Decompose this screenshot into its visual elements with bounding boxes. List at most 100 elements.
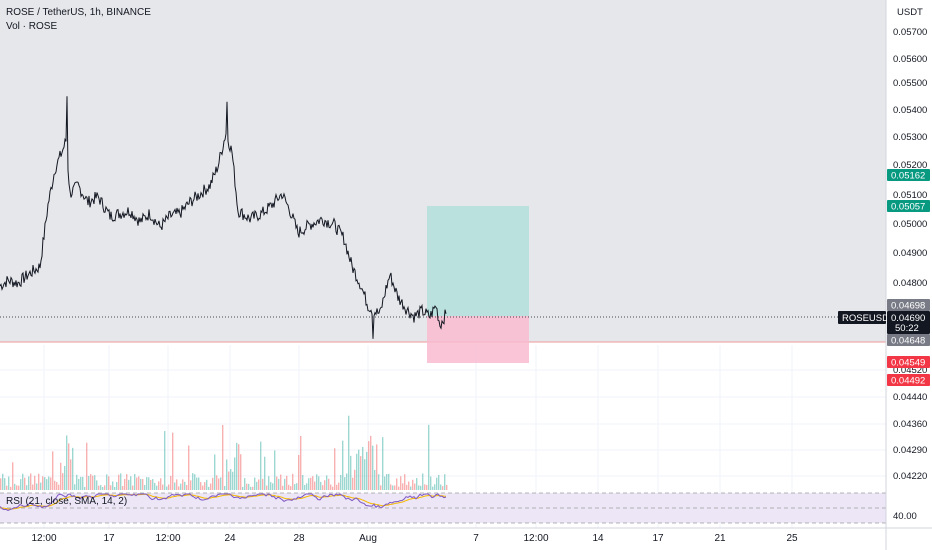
volume-bar <box>36 483 38 490</box>
tag-lower-grey: 0.04648 <box>887 334 930 347</box>
volume-bar <box>38 473 40 490</box>
volume-bar <box>54 480 56 490</box>
volume-bar <box>332 486 334 490</box>
volume-bar <box>134 473 136 490</box>
volume-bar <box>362 446 364 490</box>
volume-bar <box>150 479 152 490</box>
y-tick-label: 0.05000 <box>893 219 927 230</box>
volume-bar <box>396 478 398 490</box>
volume-bar <box>126 474 128 490</box>
volume-bar <box>92 475 94 490</box>
volume-bar <box>124 478 126 490</box>
time-axis[interactable]: 12:00 17 12:00 24 28 Aug 7 12:00 14 17 21 25 <box>31 533 798 544</box>
volume-bar <box>230 469 232 490</box>
volume-bar <box>8 476 10 490</box>
volume-bar <box>278 478 280 490</box>
volume-bar <box>408 481 410 490</box>
volume-bar <box>22 473 24 490</box>
price-series-line <box>0 96 447 339</box>
tag-last-price-label: 0.04690 <box>891 313 925 324</box>
volume-bar <box>428 424 430 490</box>
volume-bar <box>356 453 358 490</box>
x-tick-label: 7 <box>473 533 479 544</box>
volume-bar <box>212 477 214 490</box>
volume-bar <box>304 484 306 490</box>
volume-bar <box>156 485 158 490</box>
volume-bar <box>188 445 190 490</box>
volume-bar <box>320 481 322 490</box>
volume-bar <box>10 486 12 490</box>
volume-bar <box>206 479 208 490</box>
rsi-line <box>0 493 447 512</box>
volume-bar <box>440 484 442 490</box>
x-tick-label: 28 <box>293 533 305 544</box>
volume-bar <box>294 484 296 490</box>
x-tick-label: 17 <box>652 533 664 544</box>
y-tick-label: 0.05300 <box>893 132 927 143</box>
volume-bar <box>4 478 6 490</box>
x-tick-label: 14 <box>592 533 604 544</box>
volume-bar <box>426 484 428 490</box>
volume-bar <box>204 482 206 490</box>
volume-bar <box>200 482 202 490</box>
volume-bar <box>388 473 390 490</box>
volume-bar <box>314 481 316 490</box>
volume-bar <box>256 481 258 490</box>
volume-bar <box>128 479 130 490</box>
volume-bar <box>394 485 396 490</box>
volume-bar <box>0 478 2 490</box>
price-axis[interactable]: USDT 0.05700 0.05600 0.05500 0.05400 0.05300… <box>893 7 927 522</box>
volume-bar <box>174 482 176 490</box>
volume-bar <box>336 484 338 490</box>
volume-bar <box>438 475 440 490</box>
volume-bar <box>262 478 264 490</box>
volume-bar <box>6 485 8 490</box>
tag-upper: 0.05162 <box>887 169 930 182</box>
y-tick-labels: 0.05700 0.05600 0.05500 0.05400 0.05300 0.052… <box>893 27 927 522</box>
volume-bar <box>104 485 106 490</box>
volume-bar <box>152 479 154 490</box>
volume-bar <box>272 483 274 490</box>
volume-bar <box>360 456 362 490</box>
volume-bar <box>260 441 262 490</box>
volume-bar <box>436 477 438 490</box>
volume-bar <box>208 486 210 490</box>
tag-lower-red: 0.04549 <box>887 356 930 369</box>
volume-bar <box>318 476 320 490</box>
volume-bar <box>42 476 44 490</box>
volume-bar <box>384 476 386 490</box>
volume-bar <box>354 469 356 490</box>
y-tick-label: 0.05400 <box>893 105 927 116</box>
axis-currency: USDT <box>897 7 923 18</box>
y-tick-label: 0.04900 <box>893 248 927 259</box>
volume-bar <box>308 478 310 490</box>
volume-bar <box>240 454 242 490</box>
volume-bar <box>194 474 196 490</box>
y-tick-label: 0.04290 <box>893 445 927 456</box>
volume-bar <box>310 477 312 490</box>
x-tick-label: 25 <box>786 533 798 544</box>
x-tick-label: 12:00 <box>523 533 548 544</box>
volume-bar <box>404 474 406 490</box>
volume-bar <box>66 435 68 490</box>
volume-bar <box>386 474 388 490</box>
tag-lower-grey-label: 0.04648 <box>891 336 925 347</box>
volume-bar <box>70 459 72 490</box>
volume-bar <box>266 485 268 490</box>
volume-bar <box>232 471 234 490</box>
volume-bar <box>130 476 132 490</box>
y-tick-label: 0.05200 <box>893 160 927 171</box>
volume-bar <box>114 486 116 490</box>
volume-bar <box>62 473 64 490</box>
volume-bar <box>40 482 42 490</box>
volume-bar <box>52 451 54 490</box>
volume-bar <box>166 486 168 490</box>
volume-bar <box>160 478 162 490</box>
x-tick-label: 21 <box>714 533 726 544</box>
x-tick-label: Aug <box>359 533 377 544</box>
volume-bar <box>416 478 418 490</box>
volume-bar <box>286 475 288 490</box>
volume-bar <box>74 484 76 490</box>
